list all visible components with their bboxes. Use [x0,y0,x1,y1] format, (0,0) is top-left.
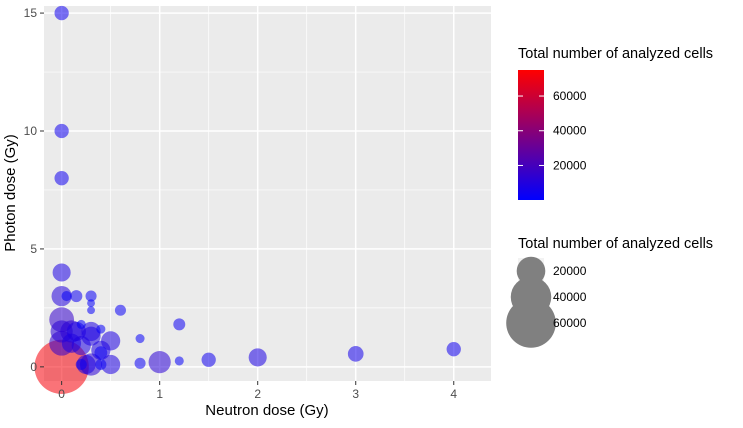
data-point [248,348,267,367]
y-axis-title: Photon dose (Gy) [2,134,19,252]
color-legend-title: Total number of analyzed cells [518,46,713,62]
data-points [34,5,461,395]
y-tick-label: 5 [30,242,37,256]
colorbar-tick-label: 40000 [553,124,587,138]
data-point [95,358,107,371]
data-point [173,318,186,331]
data-point [87,306,95,315]
color-legend: Total number of analyzed cells 20000 4000… [518,46,713,200]
x-tick-label: 2 [254,387,261,401]
data-point [201,352,216,367]
data-point [87,299,95,308]
data-point [148,351,171,374]
x-tick-label: 1 [156,387,163,401]
data-point [347,346,364,362]
colorbar-tick-label: 60000 [553,89,587,103]
x-tick-label: 4 [450,387,457,401]
size-legend-items: 20000 40000 60000 [506,256,587,348]
data-point [85,290,97,302]
data-point [114,304,127,316]
axis-ticks: 0 1 2 3 4 0 5 10 15 [24,6,458,401]
size-legend-label: 20000 [553,264,587,278]
y-tick-label: 10 [24,124,38,138]
data-point [94,346,108,360]
data-point [446,342,461,357]
data-point [96,324,106,334]
data-point [76,319,86,329]
y-tick-label: 0 [30,360,37,374]
x-tick-label: 0 [58,387,65,401]
grid-lines [44,6,491,381]
plot-panel [44,6,491,381]
data-point [75,358,87,371]
data-point [52,263,71,282]
y-tick-label: 15 [24,6,38,20]
x-tick-label: 3 [352,387,359,401]
x-axis-title: Neutron dose (Gy) [205,402,328,419]
data-point [70,290,83,303]
size-legend-title: Total number of analyzed cells [518,236,713,252]
data-point [54,5,69,21]
data-point [134,357,146,369]
data-point [174,356,184,366]
size-legend: Total number of analyzed cells 20000 4000… [506,236,713,348]
colorbar-tick-label: 20000 [553,158,587,172]
data-point [101,354,121,375]
size-legend-label: 40000 [553,290,587,304]
data-point [54,171,69,186]
data-point [61,291,72,302]
data-point [34,339,89,395]
size-legend-point [506,298,556,348]
data-point [135,334,145,344]
size-legend-label: 60000 [553,316,587,330]
data-point [71,336,91,356]
colorbar [518,70,544,200]
colorbar-ticks: 20000 40000 60000 [518,89,587,172]
data-point [54,123,69,139]
